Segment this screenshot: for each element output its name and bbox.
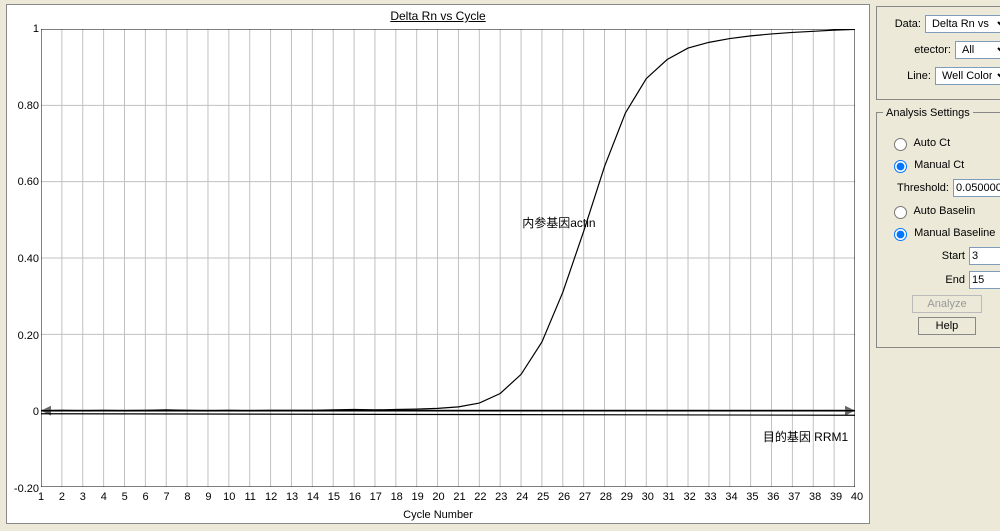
- ytick-label: 1: [9, 23, 39, 35]
- xtick-label: 34: [725, 491, 737, 503]
- line-label: Line:: [907, 70, 931, 82]
- xtick-label: 4: [101, 491, 107, 503]
- chart-svg: [41, 29, 855, 487]
- ytick-label: -0.20: [9, 483, 39, 495]
- xtick-label: 40: [851, 491, 863, 503]
- xtick-label: 2: [59, 491, 65, 503]
- start-input[interactable]: [969, 247, 1000, 265]
- xtick-label: 31: [663, 491, 675, 503]
- xtick-label: 14: [307, 491, 319, 503]
- auto-ct-label: Auto Ct: [913, 137, 950, 149]
- xtick-label: 33: [704, 491, 716, 503]
- analysis-legend: Analysis Settings: [883, 107, 973, 119]
- analysis-settings: Analysis Settings Auto Ct Manual Ct Thre…: [876, 112, 1000, 348]
- xtick-label: 3: [80, 491, 86, 503]
- end-label: End: [945, 274, 965, 286]
- xtick-label: 30: [642, 491, 654, 503]
- chart-annotation: 内参基因actin: [522, 214, 595, 231]
- xtick-label: 15: [328, 491, 340, 503]
- xtick-label: 8: [184, 491, 190, 503]
- xtick-label: 22: [474, 491, 486, 503]
- display-controls: Data: Delta Rn vs Cycl etector: All Line…: [876, 6, 1000, 100]
- xtick-label: 19: [411, 491, 423, 503]
- xtick-label: 7: [163, 491, 169, 503]
- line-select[interactable]: Well Color: [935, 67, 1000, 85]
- xtick-label: 23: [495, 491, 507, 503]
- xtick-label: 20: [432, 491, 444, 503]
- xtick-label: 13: [286, 491, 298, 503]
- help-button[interactable]: Help: [918, 317, 976, 335]
- xtick-label: 29: [621, 491, 633, 503]
- xtick-label: 28: [600, 491, 612, 503]
- manual-baseline-label: Manual Baseline: [914, 227, 995, 239]
- ytick-label: 0.40: [9, 253, 39, 265]
- plot-area: [41, 29, 855, 487]
- xtick-label: 37: [788, 491, 800, 503]
- auto-baseline-label: Auto Baselin: [913, 205, 975, 217]
- xtick-label: 36: [767, 491, 779, 503]
- xtick-label: 24: [516, 491, 528, 503]
- auto-ct-radio[interactable]: [894, 138, 907, 151]
- xtick-label: 21: [453, 491, 465, 503]
- xtick-label: 16: [349, 491, 361, 503]
- start-label: Start: [942, 250, 965, 262]
- xtick-label: 11: [245, 491, 256, 503]
- data-label: Data:: [895, 18, 921, 30]
- threshold-label: Threshold:: [897, 182, 949, 194]
- xtick-label: 38: [809, 491, 821, 503]
- xtick-label: 39: [830, 491, 842, 503]
- xtick-label: 25: [537, 491, 549, 503]
- xtick-label: 5: [122, 491, 128, 503]
- ytick-label: 0: [9, 406, 39, 418]
- xtick-label: 18: [391, 491, 403, 503]
- xtick-label: 26: [558, 491, 570, 503]
- xtick-label: 32: [683, 491, 695, 503]
- chart-annotation: 目的基因 RRM1: [763, 428, 848, 445]
- data-select[interactable]: Delta Rn vs Cycl: [925, 15, 1000, 33]
- manual-baseline-radio[interactable]: [894, 228, 907, 241]
- xtick-label: 27: [579, 491, 591, 503]
- xtick-label: 12: [265, 491, 277, 503]
- auto-baseline-radio[interactable]: [894, 206, 907, 219]
- x-axis-label: Cycle Number: [7, 509, 869, 521]
- xtick-label: 10: [223, 491, 235, 503]
- detector-label: etector:: [914, 44, 951, 56]
- end-input[interactable]: [969, 271, 1000, 289]
- chart-title: Delta Rn vs Cycle: [7, 5, 869, 23]
- manual-ct-radio[interactable]: [894, 160, 907, 173]
- xtick-label: 9: [205, 491, 211, 503]
- xtick-label: 35: [746, 491, 758, 503]
- threshold-input[interactable]: [953, 179, 1000, 197]
- xtick-label: 1: [38, 491, 44, 503]
- ytick-label: 0.60: [9, 176, 39, 188]
- ytick-label: 0.20: [9, 330, 39, 342]
- analyze-button[interactable]: Analyze: [912, 295, 981, 313]
- manual-ct-label: Manual Ct: [914, 159, 964, 171]
- xtick-label: 17: [370, 491, 382, 503]
- detector-select[interactable]: All: [955, 41, 1000, 59]
- ytick-label: 0.80: [9, 100, 39, 112]
- chart-panel: Delta Rn vs Cycle Cycle Number -0.20 0 0.2…: [6, 4, 870, 524]
- xtick-label: 6: [143, 491, 149, 503]
